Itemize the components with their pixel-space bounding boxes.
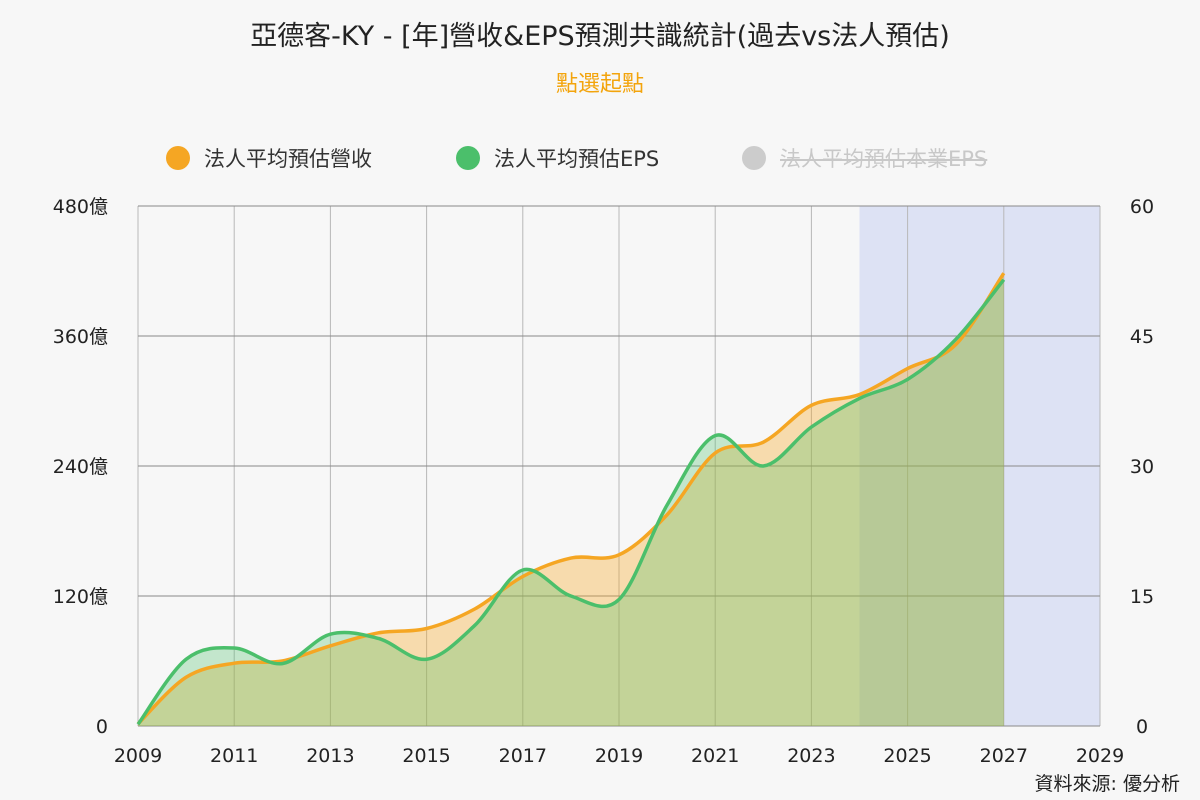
revenue-line (136, 272, 1006, 726)
x-tick-label: 2021 (691, 745, 739, 767)
x-tick-label: 2013 (306, 745, 354, 767)
eps-area (138, 279, 1004, 726)
x-tick-label: 2019 (595, 745, 643, 767)
x-tick-label: 2011 (210, 745, 258, 767)
legend-dot-eps-icon (456, 146, 480, 170)
y-right-tick-label: 60 (1130, 196, 1154, 218)
grid-lines (137, 205, 1101, 727)
eps-line (136, 278, 1006, 726)
revenue-area (138, 273, 1004, 726)
series-lines (136, 272, 1006, 726)
x-tick-label: 2023 (787, 745, 835, 767)
legend-item-eps[interactable]: 法人平均預估EPS (456, 140, 659, 176)
y-right-tick-label: 45 (1130, 326, 1154, 348)
x-tick-label: 2009 (114, 745, 162, 767)
y-left-tick-label: 120億 (53, 586, 108, 608)
chart-title: 亞德客-KY - [年]營收&EPS預測共識統計(過去vs法人預估) (250, 21, 950, 52)
y-right-tick-label: 15 (1130, 586, 1154, 608)
legend-label-core-eps: 法人平均預估本業EPS (780, 147, 988, 171)
legend: 法人平均預估營收 法人平均預估EPS 法人平均預估本業EPS (0, 140, 1200, 176)
axis-ticks: 2009 2011 2013 2015 2017 2019 2021 2023 2025 2027… (53, 196, 1154, 767)
x-tick-label: 2029 (1076, 745, 1124, 767)
y-right-tick-label: 0 (1136, 716, 1148, 738)
y-left-tick-label: 360億 (53, 326, 108, 348)
legend-item-core-eps[interactable]: 法人平均預估本業EPS (742, 140, 987, 176)
legend-label-revenue: 法人平均預估營收 (204, 147, 372, 171)
legend-dot-core-eps-icon (742, 146, 766, 170)
legend-label-eps: 法人平均預估EPS (494, 147, 660, 171)
legend-item-revenue[interactable]: 法人平均預估營收 (166, 140, 372, 176)
y-right-tick-label: 30 (1130, 456, 1154, 478)
y-left-tick-label: 240億 (53, 456, 108, 478)
x-tick-label: 2015 (402, 745, 450, 767)
series-areas (138, 273, 1004, 726)
y-left-tick-label: 480億 (53, 196, 108, 218)
select-start-point-link[interactable]: 點選起點 (555, 72, 644, 97)
data-source-note: 資料來源: 優分析 (1034, 773, 1180, 795)
legend-dot-revenue-icon (166, 146, 190, 170)
x-tick-label: 2027 (980, 745, 1028, 767)
x-tick-label: 2017 (499, 745, 547, 767)
y-left-tick-label: 0 (96, 716, 108, 738)
x-tick-label: 2025 (883, 745, 931, 767)
